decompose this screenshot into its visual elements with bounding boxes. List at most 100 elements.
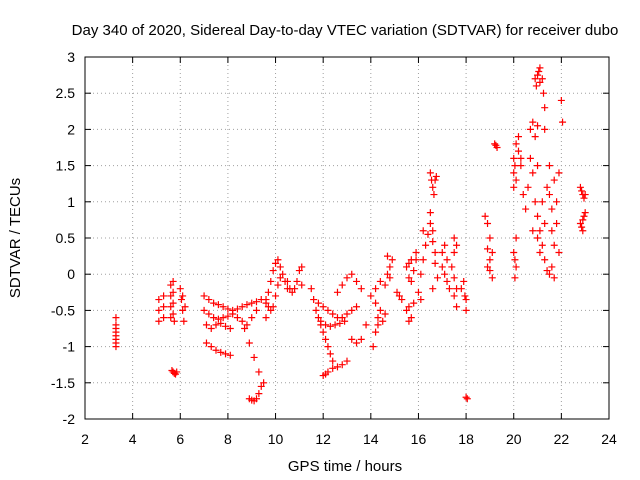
data-point <box>205 310 213 318</box>
data-point <box>512 263 520 271</box>
data-point <box>417 270 425 278</box>
data-point <box>224 312 232 320</box>
data-point <box>329 357 337 365</box>
data-point <box>229 310 237 318</box>
data-point <box>403 306 411 314</box>
data-point <box>298 281 306 289</box>
data-point <box>205 296 213 304</box>
data-point <box>488 274 496 282</box>
data-point <box>245 339 253 347</box>
data-point <box>155 317 163 325</box>
data-point <box>438 263 446 271</box>
data-point <box>379 317 387 325</box>
data-point <box>288 288 296 296</box>
data-point <box>369 343 377 351</box>
data-point <box>535 67 543 75</box>
data-point <box>112 343 120 351</box>
data-point <box>514 147 522 155</box>
data-point <box>486 267 494 275</box>
data-point <box>529 118 537 126</box>
data-point <box>160 292 168 300</box>
data-point <box>241 325 249 332</box>
data-point <box>460 277 468 285</box>
data-point <box>534 122 542 130</box>
data-point <box>362 321 370 329</box>
data-point <box>511 162 519 170</box>
data-point <box>486 256 494 264</box>
data-point <box>353 303 361 311</box>
x-tick-label: 20 <box>506 431 522 447</box>
data-point <box>374 321 382 329</box>
x-tick-label: 24 <box>601 431 617 447</box>
data-series <box>112 64 589 405</box>
data-point <box>405 259 413 267</box>
data-point <box>526 154 534 162</box>
data-point <box>388 256 396 264</box>
data-point <box>538 198 546 206</box>
data-point <box>426 209 434 217</box>
data-point <box>167 303 175 311</box>
data-point <box>429 238 437 246</box>
data-point <box>548 205 556 213</box>
data-point <box>326 322 334 330</box>
data-point <box>398 296 406 304</box>
data-point <box>170 317 178 325</box>
data-point <box>434 274 442 282</box>
data-point <box>484 245 492 253</box>
data-point <box>453 241 461 249</box>
data-point <box>212 321 220 329</box>
y-tick-label: -1 <box>63 339 76 355</box>
data-point <box>429 227 437 235</box>
data-point <box>279 270 287 278</box>
data-point <box>443 277 451 285</box>
data-point <box>283 277 291 285</box>
chart-title: Day 340 of 2020, Sidereal Day-to-day VTE… <box>72 22 619 39</box>
data-point <box>381 281 389 289</box>
data-point <box>511 256 519 264</box>
data-point <box>536 78 544 86</box>
data-point <box>578 223 586 231</box>
data-point <box>250 353 258 361</box>
data-point <box>276 274 284 282</box>
data-point <box>543 183 551 191</box>
data-point <box>295 267 303 275</box>
data-point <box>200 306 208 314</box>
y-tick-label: 0.5 <box>56 230 76 246</box>
y-tick-label: 2 <box>67 121 75 137</box>
x-tick-label: 6 <box>176 431 184 447</box>
data-point <box>307 285 315 293</box>
data-point <box>538 241 546 249</box>
data-point <box>169 310 177 318</box>
data-point <box>343 310 351 318</box>
data-point <box>214 301 222 309</box>
data-point <box>536 64 544 72</box>
data-point <box>405 303 413 311</box>
data-point <box>169 299 177 307</box>
data-point <box>579 227 587 235</box>
data-point <box>155 296 163 304</box>
data-point <box>226 325 234 332</box>
data-point <box>257 382 265 390</box>
data-point <box>167 314 175 322</box>
data-point <box>548 263 556 271</box>
data-point <box>262 296 270 304</box>
data-point <box>179 292 187 300</box>
data-point <box>431 259 439 267</box>
data-point <box>372 285 380 293</box>
data-point <box>488 248 496 256</box>
data-point <box>432 172 440 180</box>
data-point <box>412 248 420 256</box>
data-point <box>243 301 251 309</box>
data-point <box>333 363 341 371</box>
y-tick-label: 1 <box>67 194 75 210</box>
data-point <box>372 299 380 307</box>
data-point <box>517 162 525 170</box>
data-point <box>429 183 437 191</box>
data-point <box>441 241 449 249</box>
data-point <box>338 361 346 369</box>
data-point <box>314 314 322 322</box>
data-point <box>536 248 544 256</box>
data-point <box>233 305 241 313</box>
data-point <box>543 267 551 275</box>
data-point <box>545 162 553 170</box>
